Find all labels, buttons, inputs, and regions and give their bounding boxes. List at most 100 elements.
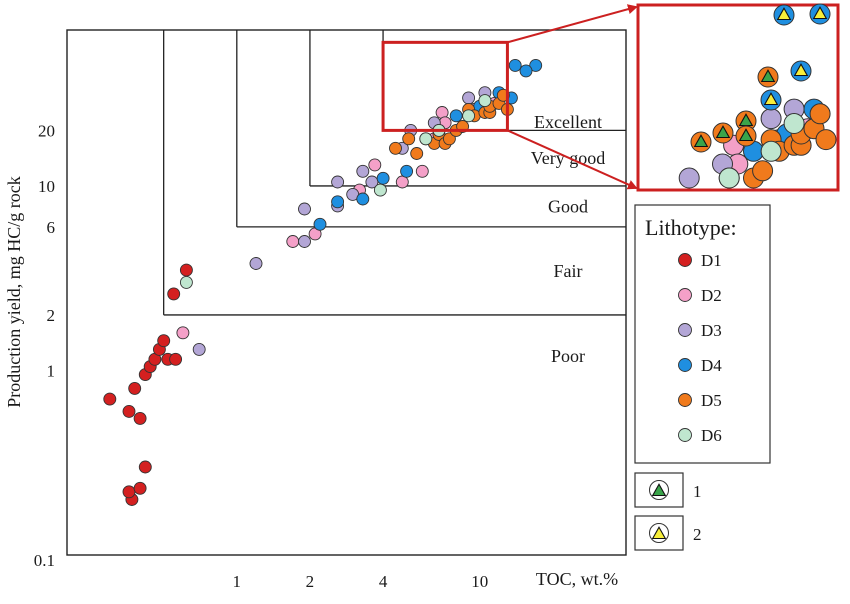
- inset-triangle-marker: [738, 128, 754, 142]
- point-d1: [133, 411, 147, 425]
- legend-marker-d5: [678, 393, 692, 407]
- y-tick-label: 20: [38, 121, 55, 140]
- point-d3: [331, 175, 345, 189]
- zoom-region-box: [381, 40, 509, 132]
- inset-triangle-marker: [812, 6, 828, 20]
- x-tick-label: 1: [233, 572, 242, 591]
- inset-triangle-marker: [776, 7, 792, 21]
- class-label-fair: Fair: [554, 261, 583, 281]
- data-points: [103, 58, 543, 506]
- y-tick-label: 0.1: [34, 551, 55, 570]
- point-d4: [449, 109, 463, 123]
- point-d5: [389, 141, 402, 155]
- zoom-arrow-top: [507, 4, 638, 44]
- inset-point-d3: [678, 167, 700, 189]
- point-d1: [169, 352, 183, 366]
- inset-triangle-marker: [793, 63, 809, 77]
- class-label-good: Good: [548, 196, 588, 216]
- point-d4: [519, 64, 533, 78]
- point-d3: [298, 235, 311, 248]
- marker-legend: 12: [634, 472, 702, 551]
- marker-legend-label-2: 2: [693, 525, 702, 544]
- axis-ticks: 1 2 4 10 0.1 1 2 6 10 20: [34, 121, 488, 591]
- legend-marker-d2: [678, 288, 692, 302]
- inset-triangle-marker: [763, 92, 779, 106]
- legend-label-d5: D5: [701, 391, 722, 410]
- y-axis-label: Production yield, mg HC/g rock: [4, 176, 24, 407]
- marker-legend-triangle-1: [651, 483, 667, 497]
- point-d3: [356, 164, 370, 178]
- point-d4: [400, 164, 414, 178]
- point-d4: [331, 195, 345, 209]
- point-d1: [167, 287, 181, 301]
- point-d5: [410, 147, 424, 160]
- marker-legend-box: [634, 515, 684, 551]
- inset-triangle-marker: [715, 125, 731, 139]
- point-d2: [368, 158, 382, 172]
- zoom-arrow-bottom: [507, 129, 638, 190]
- inset-point-d3: [760, 108, 782, 130]
- plot-frame: [66, 29, 627, 556]
- point-d1: [122, 404, 136, 418]
- point-d6: [478, 94, 492, 108]
- legend-box: [634, 204, 771, 464]
- inset-point-d6: [760, 140, 782, 162]
- legend-label-d2: D2: [701, 286, 722, 305]
- legend-label-d4: D4: [701, 356, 722, 375]
- point-d1: [133, 481, 147, 495]
- point-d5: [442, 132, 456, 146]
- legend-label-d6: D6: [701, 426, 722, 445]
- legend-marker-d1: [678, 253, 692, 267]
- legend-label-d1: D1: [701, 251, 722, 270]
- point-d1: [103, 392, 117, 406]
- point-d1: [138, 460, 152, 474]
- point-d5: [402, 132, 416, 146]
- inset-point-d5: [809, 103, 831, 125]
- marker-legend-label-1: 1: [693, 482, 702, 501]
- point-d2: [395, 175, 409, 189]
- point-d1: [179, 263, 193, 277]
- class-label-poor: Poor: [551, 346, 585, 366]
- point-d4: [356, 192, 370, 206]
- y-tick-label: 2: [47, 306, 56, 325]
- legend-marker-d4: [678, 358, 692, 372]
- point-d6: [373, 183, 387, 197]
- y-tick-label: 10: [38, 177, 55, 196]
- point-d4: [313, 217, 327, 231]
- inset-point-d6: [783, 113, 805, 134]
- point-d6: [462, 109, 476, 123]
- inset-point-d5: [752, 160, 774, 182]
- x-tick-label: 10: [471, 572, 488, 591]
- y-tick-label: 1: [47, 361, 56, 380]
- point-d3: [249, 257, 263, 270]
- point-d6: [419, 132, 433, 146]
- marker-legend-triangle-2: [651, 526, 667, 540]
- x-tick-label: 4: [379, 572, 388, 591]
- x-axis-label: TOC, wt.%: [536, 569, 618, 589]
- point-d4: [529, 58, 543, 72]
- point-d6: [179, 275, 193, 289]
- point-d2: [286, 235, 300, 248]
- legend-label-d3: D3: [701, 321, 722, 340]
- y-tick-label: 6: [47, 218, 56, 237]
- class-labels: PoorFairGoodVery goodExcellent: [531, 112, 606, 366]
- class-label-excellent: Excellent: [534, 112, 602, 132]
- inset-point-d6: [718, 167, 740, 189]
- point-d3: [298, 202, 311, 216]
- legend: Lithotype: D1 D2 D3 D4 D5 D6: [634, 204, 771, 464]
- point-d1: [157, 334, 171, 348]
- point-d2: [415, 164, 429, 178]
- inset-triangle-marker: [693, 134, 709, 148]
- legend-title: Lithotype:: [645, 215, 737, 240]
- legend-marker-d3: [678, 323, 692, 337]
- point-d2: [176, 326, 190, 340]
- point-d3: [462, 91, 476, 105]
- legend-marker-d6: [678, 428, 692, 442]
- point-d3: [192, 342, 206, 356]
- point-d4: [508, 58, 522, 72]
- point-d1: [122, 485, 136, 499]
- inset-triangle-marker: [760, 69, 776, 83]
- inset-point-d5: [815, 129, 837, 151]
- point-d4: [376, 171, 390, 185]
